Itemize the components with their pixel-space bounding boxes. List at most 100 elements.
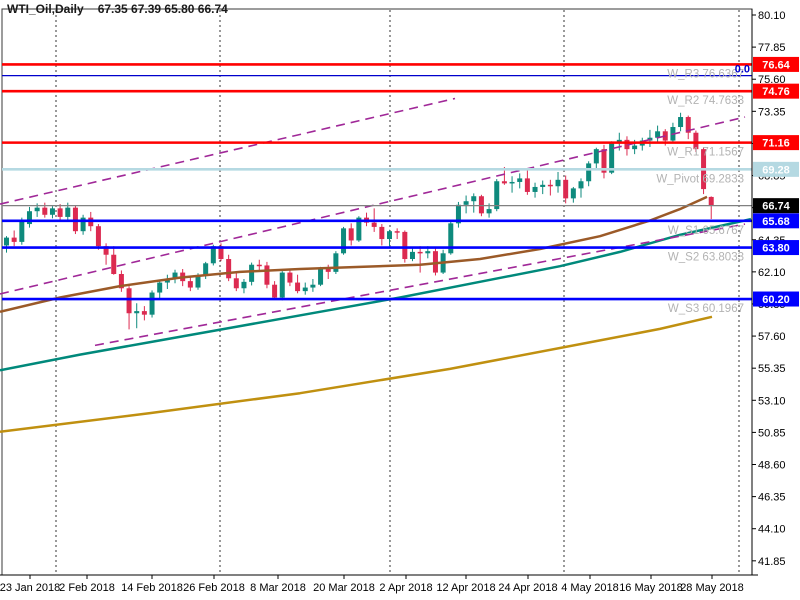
candle-body <box>624 139 630 150</box>
candle-body <box>685 117 691 133</box>
candle-body <box>272 284 278 298</box>
price-badge <box>753 135 799 151</box>
candle-body <box>157 282 163 293</box>
candle-body <box>279 272 285 298</box>
candle-body <box>402 231 408 260</box>
candle-body <box>310 284 316 288</box>
candle-body <box>486 209 492 214</box>
candle-body <box>601 149 607 173</box>
candle-body <box>387 231 392 240</box>
candle-body <box>210 246 216 264</box>
candle-body <box>678 117 684 128</box>
pivot-level-label: W_R2 74.7633 <box>667 95 744 107</box>
x-tick-label: 2 Apr 2018 <box>379 582 432 594</box>
price-badge <box>753 240 799 256</box>
candle-body <box>356 217 362 241</box>
y-tick-label: 41.85 <box>758 556 786 568</box>
candle-body <box>570 188 576 199</box>
ma-slow-gold <box>0 315 713 433</box>
candle-body <box>118 274 124 289</box>
price-badge-value: 69.28 <box>762 164 790 176</box>
candle-body <box>57 208 63 217</box>
candle-body <box>471 196 477 202</box>
candle-body <box>517 178 523 182</box>
candle-body <box>593 149 599 164</box>
price-badge-value: 63.80 <box>762 243 790 255</box>
candle-body <box>540 184 546 187</box>
candle-body <box>532 186 538 192</box>
pivot-level-label: W_R3 76.6367 <box>667 68 744 80</box>
price-badge <box>753 56 799 72</box>
candle-body <box>494 181 500 210</box>
trendline-3[interactable] <box>94 223 746 347</box>
candle-body <box>249 264 255 282</box>
candle-body <box>394 231 400 233</box>
candle-body <box>524 178 530 192</box>
candle-body <box>126 288 132 314</box>
y-tick-label: 62.10 <box>758 267 786 279</box>
candle-body <box>42 207 48 215</box>
candle-body <box>295 282 301 292</box>
candle-body <box>11 237 17 242</box>
candle-body <box>547 184 553 187</box>
candle-body <box>379 226 385 240</box>
candle-body <box>226 259 232 279</box>
candle-body <box>287 272 293 283</box>
price-badge-value: 71.16 <box>762 138 790 150</box>
candle-body <box>203 263 209 276</box>
price-badge <box>753 213 799 229</box>
x-tick-label: 28 May 2018 <box>680 582 744 594</box>
chart-title: WTI_Oil,Daily 67.35 67.39 65.80 66.74 <box>7 2 228 16</box>
candle-body <box>409 251 415 260</box>
price-badge-value: 76.64 <box>762 59 790 71</box>
candle-body <box>49 208 55 215</box>
price-badge-value: 66.74 <box>762 201 790 213</box>
y-tick-label: 73.35 <box>758 106 786 118</box>
y-tick-label: 44.10 <box>758 524 786 536</box>
candle-body <box>95 226 101 247</box>
candle-body <box>318 268 324 285</box>
price-badge <box>753 198 799 214</box>
y-tick-label: 75.60 <box>758 74 786 86</box>
candle-body <box>264 265 270 285</box>
pivot-level-label: W_S1 65.6767 <box>668 225 744 237</box>
pivot-level-label: W_S3 60.1967 <box>668 303 744 315</box>
candle-body <box>693 132 699 150</box>
price-badge <box>753 291 799 307</box>
symbol-period-label: WTI_Oil,Daily <box>7 2 84 16</box>
candle-body <box>4 237 9 246</box>
candle-body <box>708 196 714 206</box>
candle-body <box>586 163 592 182</box>
y-tick-label: 57.60 <box>758 331 786 343</box>
price-badge-value: 74.76 <box>762 86 790 98</box>
candle-body <box>432 251 438 273</box>
candle-body <box>609 142 615 173</box>
candle-body <box>463 201 469 205</box>
y-tick-label: 55.35 <box>758 363 786 375</box>
candle-body <box>501 181 507 184</box>
candle-body <box>455 204 461 224</box>
price-badge <box>753 161 799 177</box>
candle-body <box>616 139 622 143</box>
candle-body <box>103 246 109 255</box>
x-tick-label: 8 Mar 2018 <box>250 582 306 594</box>
pivot-level-label: W_Pivot 69.2833 <box>656 173 744 185</box>
x-tick-label: 12 Apr 2018 <box>436 582 495 594</box>
pivot-level-label: W_R1 71.1567 <box>667 147 744 159</box>
candle-body <box>478 196 484 214</box>
ma-fast-brown <box>0 195 708 314</box>
x-tick-label: 14 Feb 2018 <box>121 582 183 594</box>
x-tick-label: 2 Feb 2018 <box>59 582 115 594</box>
pivot-level-label: W_S2 63.8033 <box>668 252 744 264</box>
y-tick-label: 48.60 <box>758 460 786 472</box>
trendline-1[interactable] <box>0 97 456 205</box>
y-tick-label: 46.35 <box>758 492 786 504</box>
candle-body <box>448 223 454 254</box>
candle-body <box>149 292 155 315</box>
candle-body <box>233 278 239 289</box>
candle-body <box>141 311 147 315</box>
y-tick-label: 80.10 <box>758 10 786 22</box>
x-tick-label: 20 Mar 2018 <box>313 582 375 594</box>
